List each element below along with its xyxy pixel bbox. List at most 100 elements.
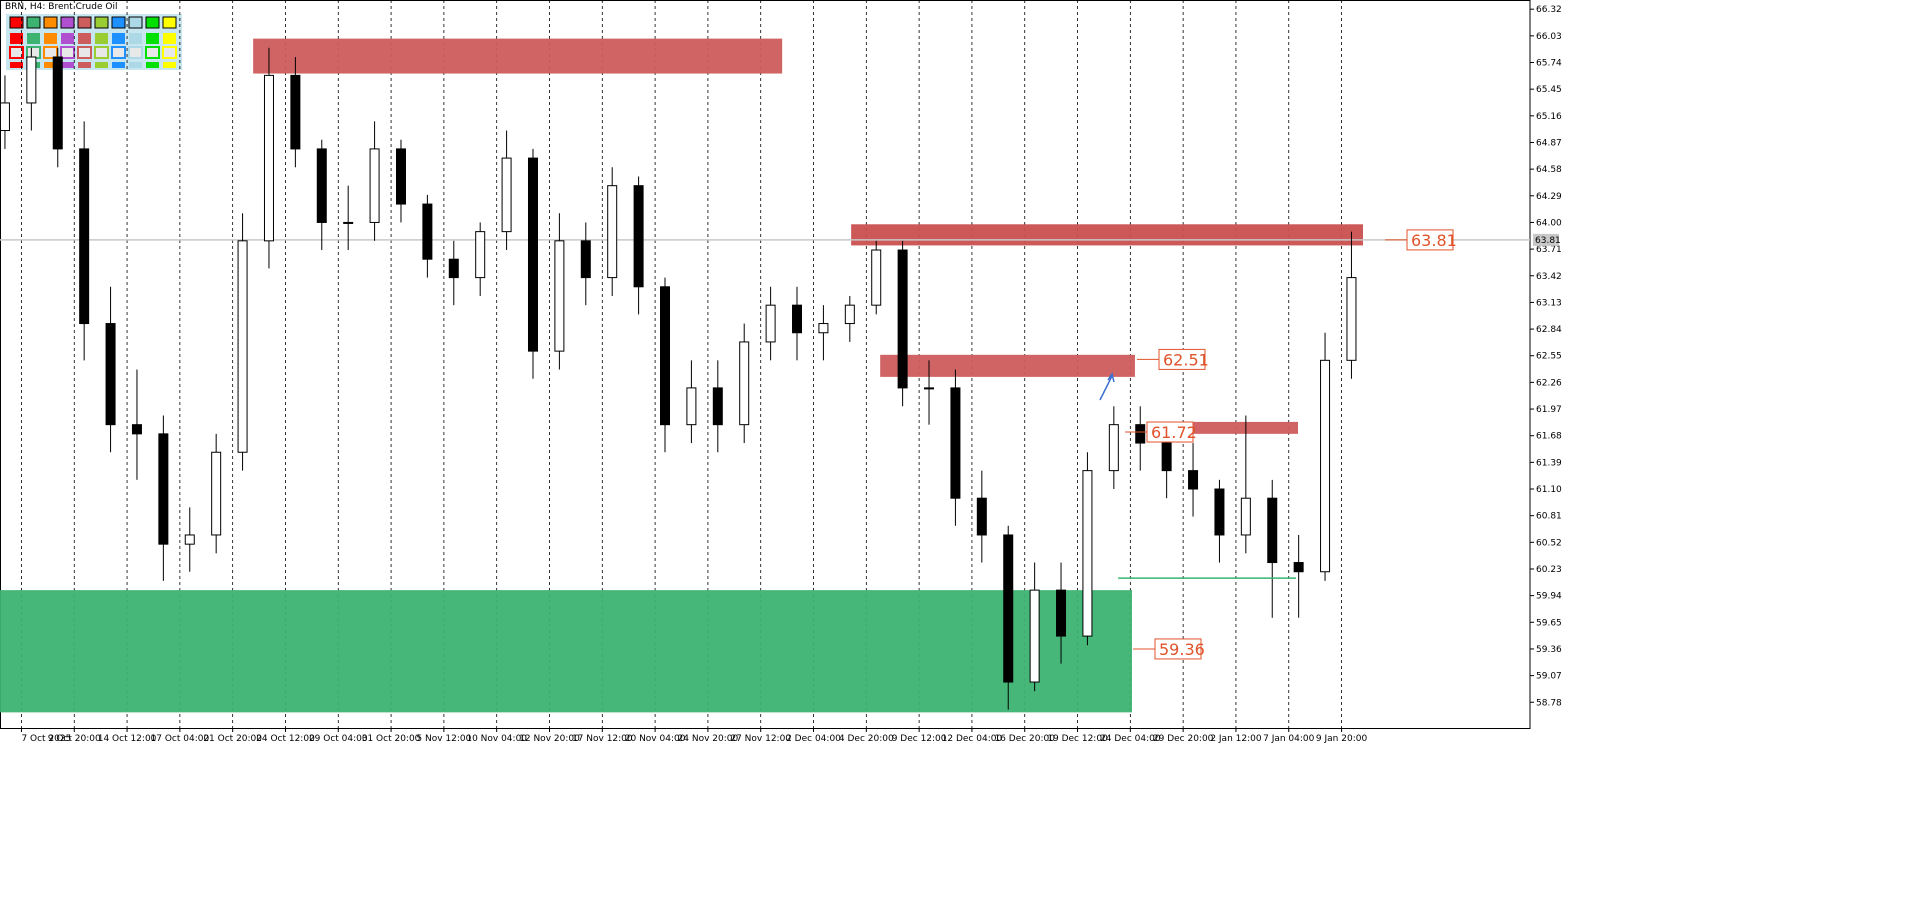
color-button[interactable] (163, 62, 176, 68)
candle-body (1029, 589, 1040, 683)
color-button[interactable] (27, 33, 40, 44)
candle-body (1267, 497, 1278, 564)
color-button[interactable] (111, 16, 126, 29)
y-tick-label: 61.68 (1536, 432, 1562, 442)
color-button[interactable] (43, 16, 58, 29)
x-tick-label: 29 Oct 04:00 (309, 734, 368, 744)
color-button[interactable] (128, 46, 143, 59)
color-button[interactable] (44, 33, 57, 44)
color-button[interactable] (111, 46, 126, 59)
color-button[interactable] (9, 46, 24, 59)
color-button[interactable] (44, 62, 57, 68)
color-button[interactable] (10, 33, 23, 44)
candle-body (924, 387, 935, 390)
y-tick-label: 64.58 (1536, 165, 1562, 175)
candle-body (184, 534, 195, 545)
current-price-tag-bg (1533, 233, 1559, 246)
color-button[interactable] (78, 33, 91, 44)
candle-body (395, 148, 406, 205)
price-zone (0, 590, 1132, 713)
y-tick-label: 64.87 (1536, 138, 1562, 148)
y-tick-label: 59.65 (1536, 618, 1562, 628)
color-button[interactable] (77, 46, 92, 59)
color-button[interactable] (9, 16, 24, 29)
candle-body (422, 203, 433, 260)
x-tick-label: 19 Dec 12:00 (1047, 734, 1108, 744)
y-tick-label: 62.84 (1536, 325, 1562, 335)
x-tick-label: 31 Oct 20:00 (362, 734, 421, 744)
y-tick-label: 64.29 (1536, 192, 1562, 202)
level-label-box (1158, 348, 1206, 370)
candle-body (105, 323, 116, 426)
candle-body (501, 157, 512, 233)
color-button[interactable] (129, 62, 142, 68)
color-button[interactable] (128, 16, 143, 29)
candle-body (1293, 562, 1304, 573)
candle-body (607, 185, 618, 279)
candle-body (871, 249, 882, 306)
arrow (1099, 372, 1115, 401)
y-tick-label: 65.16 (1536, 112, 1562, 122)
color-button[interactable] (26, 16, 41, 29)
color-button[interactable] (95, 33, 108, 44)
color-button[interactable] (145, 46, 160, 59)
x-tick-label: 5 Nov 12:00 (416, 734, 471, 744)
color-button[interactable] (145, 16, 160, 29)
candle-body (26, 56, 37, 104)
y-tick-label: 63.13 (1536, 298, 1562, 308)
color-button[interactable] (163, 33, 176, 44)
x-tick-label: 24 Nov 20:00 (678, 734, 739, 744)
price-zone (851, 224, 1364, 246)
color-button[interactable] (162, 16, 177, 29)
level-label: 63.81 (1411, 231, 1457, 250)
x-tick-label: 2 Dec 04:00 (786, 734, 841, 744)
color-button[interactable] (61, 62, 74, 68)
candle-body (739, 341, 750, 426)
candle-body (792, 304, 803, 334)
candle-body (211, 451, 222, 536)
y-tick-label: 58.78 (1536, 698, 1562, 708)
color-button[interactable] (129, 33, 142, 44)
color-button[interactable] (146, 33, 159, 44)
color-button[interactable] (60, 16, 75, 29)
candle-body (712, 387, 723, 426)
candle-body (475, 231, 486, 279)
y-tick-label: 61.39 (1536, 458, 1562, 468)
y-tick-label: 65.74 (1536, 59, 1562, 69)
x-tick-label: 20 Nov 04:00 (625, 734, 686, 744)
y-tick-label: 66.32 (1536, 5, 1562, 15)
x-tick-label: 12 Nov 20:00 (519, 734, 580, 744)
x-tick-label: 7 Oct 2025 (21, 734, 71, 744)
color-button[interactable] (112, 33, 125, 44)
price-zone (1169, 421, 1298, 434)
level-label: 62.51 (1163, 350, 1209, 369)
color-button[interactable] (94, 46, 109, 59)
color-button[interactable] (43, 46, 58, 59)
color-button[interactable] (112, 62, 125, 68)
color-button[interactable] (77, 16, 92, 29)
color-button[interactable] (60, 46, 75, 59)
candle-body (1161, 442, 1172, 472)
candle-body (580, 240, 591, 279)
candle-body (660, 286, 671, 426)
candle-body (79, 148, 90, 325)
price-zone (253, 38, 783, 74)
level-label-box (1154, 638, 1202, 660)
color-button[interactable] (162, 46, 177, 59)
x-tick-label: 24 Oct 12:00 (256, 734, 315, 744)
x-tick-label: 14 Oct 12:00 (98, 734, 157, 744)
candle-body (1214, 488, 1225, 536)
candle-body (131, 424, 142, 435)
color-button[interactable] (95, 62, 108, 68)
candle-body (844, 304, 855, 325)
color-button[interactable] (61, 33, 74, 44)
color-button[interactable] (146, 62, 159, 68)
candle-body (263, 74, 274, 242)
candle-body (1082, 470, 1093, 637)
color-button[interactable] (94, 16, 109, 29)
color-button[interactable] (10, 62, 23, 68)
y-tick-label: 61.10 (1536, 485, 1562, 495)
color-button[interactable] (78, 62, 91, 68)
color-button[interactable] (26, 46, 41, 59)
